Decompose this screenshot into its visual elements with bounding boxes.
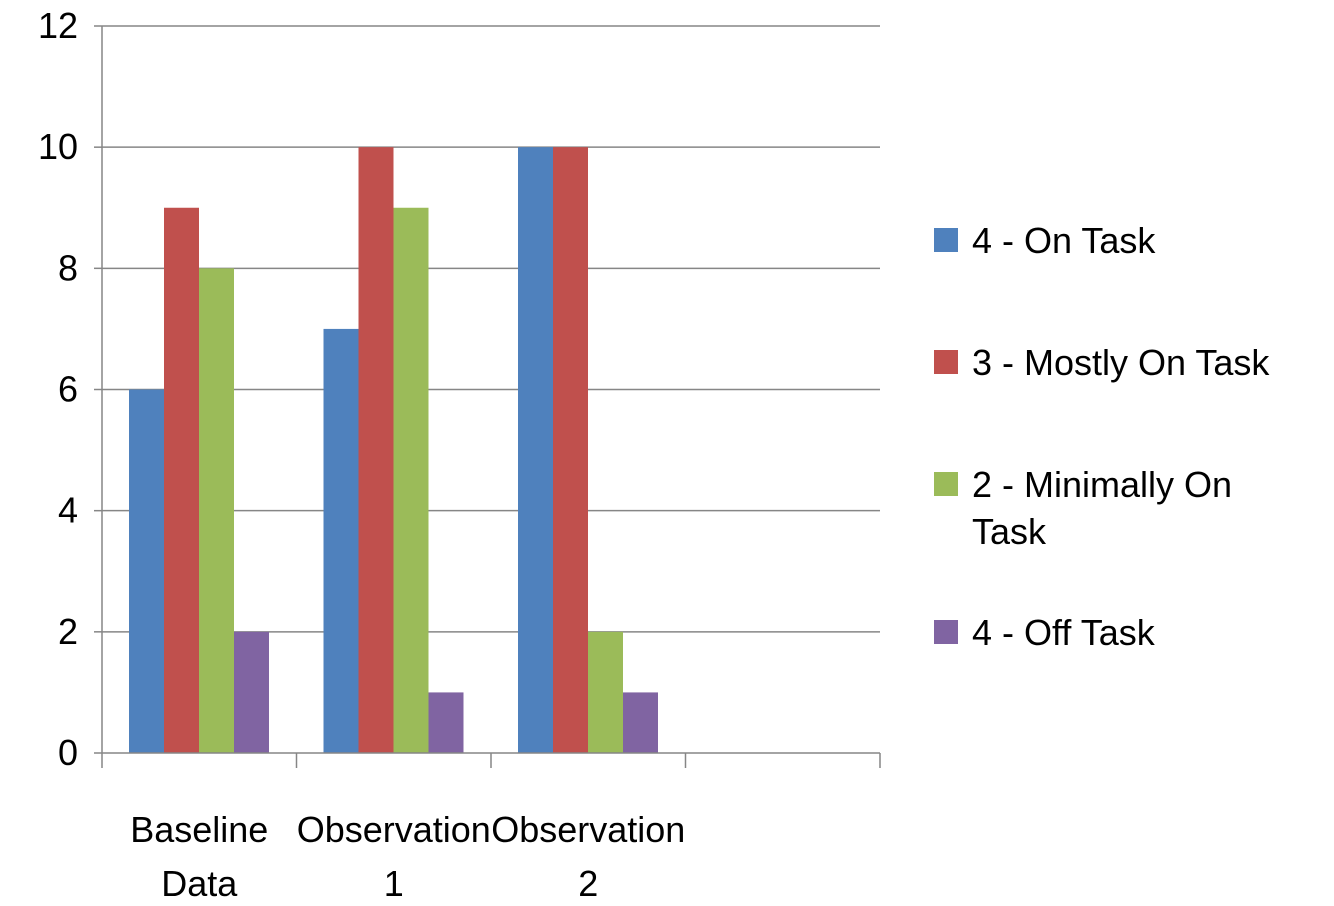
y-tick-label: 12 xyxy=(38,5,78,46)
legend-label: 2 - Minimally On Task xyxy=(972,464,1232,552)
legend-swatch xyxy=(934,350,958,374)
bar xyxy=(129,389,164,753)
legend-label: 4 - On Task xyxy=(972,220,1156,261)
bar xyxy=(323,328,359,753)
bar xyxy=(588,631,623,753)
y-tick-label: 10 xyxy=(38,126,78,167)
x-tick-label: Observation xyxy=(297,809,491,850)
axes xyxy=(101,26,880,754)
legend-swatch xyxy=(934,472,958,496)
y-tick-label: 4 xyxy=(58,490,78,531)
x-tick-label: 1 xyxy=(384,863,404,904)
legend-swatch xyxy=(934,620,958,644)
bar xyxy=(164,207,199,753)
y-tick-label: 0 xyxy=(58,732,78,773)
x-tick-label: 2 xyxy=(578,863,598,904)
y-tick-label: 2 xyxy=(58,611,78,652)
legend-label: 4 - Off Task xyxy=(972,612,1156,653)
bar xyxy=(623,692,658,753)
bar xyxy=(393,207,429,753)
legend: 4 - On Task 3 - Mostly On Task 2 - Minimal… xyxy=(934,220,1270,653)
x-tick-label: Observation xyxy=(491,809,685,850)
y-tick-label: 6 xyxy=(58,369,78,410)
legend-swatch xyxy=(934,228,958,252)
x-tick-labels: Baseline Data Observation 1 Observation 2 xyxy=(130,809,685,904)
bar xyxy=(358,147,394,753)
bars xyxy=(129,147,658,753)
bar xyxy=(199,268,234,753)
bar xyxy=(428,692,464,753)
bar xyxy=(234,631,269,753)
legend-label: 3 - Mostly On Task xyxy=(972,342,1270,383)
y-tick-label: 8 xyxy=(58,247,78,288)
x-tick-label: Data xyxy=(161,863,238,904)
x-tick-label: Baseline xyxy=(130,809,268,850)
y-tick-labels: 0 2 4 6 8 10 12 xyxy=(38,5,78,773)
bar xyxy=(518,147,553,753)
bar xyxy=(553,147,588,753)
